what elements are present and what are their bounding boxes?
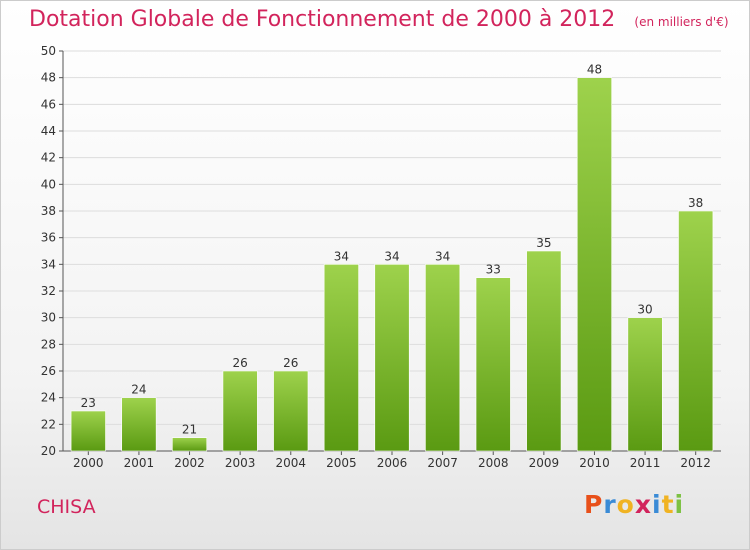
chart-subtitle: (en milliers d'€) [634,15,729,29]
label-layer: 23 24 21 26 26 34 34 34 33 35 48 30 38 [81,63,704,437]
y-tick-label: 32 [41,284,56,298]
logo-letter: x [634,490,652,519]
x-tick-label-2006: 2006 [377,456,408,470]
data-label-2008: 33 [486,263,501,277]
y-tick-label: 30 [41,311,56,325]
axis-layer: 20 22 24 26 28 30 32 34 36 38 40 42 44 46 48 50 2000 2001… [41,44,721,470]
data-label-2010: 48 [587,63,602,77]
proxiti-logo[interactable]: Proxiti [584,490,684,519]
y-tick-label: 44 [41,124,56,138]
bar-2002[interactable] [172,437,208,452]
bar-2011[interactable] [627,317,663,452]
y-tick-label: 50 [41,44,56,58]
x-tick-label-2012: 2012 [680,456,711,470]
bar-2003[interactable] [222,370,258,452]
logo-letter: P [584,490,604,519]
x-tick-label-2007: 2007 [427,456,458,470]
data-label-2002: 21 [182,423,197,437]
bar-2005[interactable] [323,264,359,452]
data-label-2001: 24 [131,383,146,397]
bar-2001[interactable] [121,397,157,452]
chart-title: Dotation Globale de Fonctionnement de 20… [29,7,616,32]
x-tick-label-2008: 2008 [478,456,509,470]
y-tick-label: 28 [41,337,56,351]
y-tick-label: 24 [41,391,56,405]
data-label-2011: 30 [637,303,652,317]
x-tick-label-2011: 2011 [630,456,661,470]
bar-2004[interactable] [273,370,309,452]
y-tick-label: 46 [41,97,56,111]
data-label-2000: 23 [81,396,96,410]
y-tick-label: 40 [41,177,56,191]
y-tick-label: 36 [41,231,56,245]
logo-letter: r [603,490,617,519]
logo-letter: i [674,490,685,519]
bar-2008[interactable] [475,277,511,452]
bar-2000[interactable] [70,410,106,452]
y-tick-label: 48 [41,71,56,85]
bar-2010[interactable] [576,77,612,452]
y-tick-label: 22 [41,417,56,431]
data-label-2003: 26 [233,356,248,370]
x-tick-label-2002: 2002 [174,456,205,470]
data-label-2012: 38 [688,196,703,210]
x-tick-label-2005: 2005 [326,456,357,470]
y-tick-label: 42 [41,151,56,165]
y-tick-label: 26 [41,364,56,378]
data-label-2009: 35 [536,236,551,250]
x-tick-label-2004: 2004 [275,456,306,470]
bar-2009[interactable] [526,250,562,452]
data-label-2004: 26 [283,356,298,370]
x-tick-label-2001: 2001 [124,456,155,470]
bar-2006[interactable] [374,264,410,452]
x-tick-label-2010: 2010 [579,456,610,470]
data-label-2006: 34 [384,249,399,263]
y-tick-label: 38 [41,204,56,218]
x-tick-label-2003: 2003 [225,456,256,470]
title-row: Dotation Globale de Fonctionnement de 20… [29,7,729,32]
logo-letter: o [616,490,635,519]
bar-layer [70,77,714,452]
y-tick-label: 20 [41,444,56,458]
x-tick-label-2000: 2000 [73,456,104,470]
bar-2007[interactable] [425,264,461,452]
data-label-2005: 34 [334,249,349,263]
y-tick-label: 34 [41,257,56,271]
logo-letter: t [661,490,675,519]
x-tick-label-2009: 2009 [529,456,560,470]
logo-letter: i [652,490,662,519]
bar-2012[interactable] [678,210,714,452]
data-label-2007: 34 [435,249,450,263]
commune-name: CHISA [37,496,96,518]
